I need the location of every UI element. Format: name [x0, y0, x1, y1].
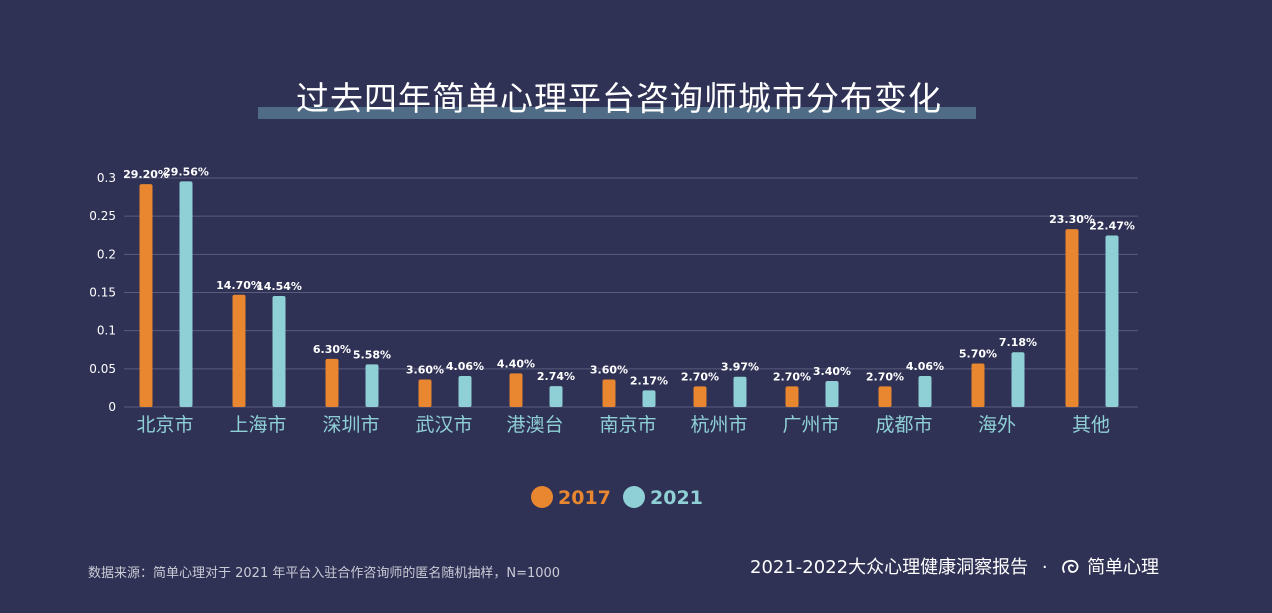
y-tick-label: 0: [108, 400, 116, 414]
data-label: 4.06%: [446, 360, 484, 373]
data-label: 29.20%: [123, 168, 169, 181]
bar-2021: [365, 364, 379, 407]
bar-2021: [825, 381, 839, 407]
data-label: 7.18%: [999, 336, 1037, 349]
data-label: 22.47%: [1089, 219, 1135, 232]
data-source-note: 数据来源：简单心理对于 2021 年平台入驻合作咨询师的匿名随机抽样，N=100…: [88, 566, 561, 581]
data-label: 14.70%: [216, 279, 262, 292]
data-label: 4.40%: [497, 357, 535, 370]
bar-2017: [139, 184, 153, 407]
data-label: 3.60%: [406, 364, 444, 377]
data-label: 23.30%: [1049, 213, 1095, 226]
data-label: 4.06%: [906, 360, 944, 373]
bar-2017: [232, 294, 246, 407]
bar-2021: [549, 386, 563, 407]
data-label: 2.74%: [537, 370, 575, 383]
x-category-label: 海外: [978, 414, 1016, 436]
report-footer: 2021-2022大众心理健康洞察报告 · 简单心理: [750, 553, 1159, 579]
y-tick-label: 0.15: [89, 286, 116, 300]
chart-title: 过去四年简单心理平台咨询师城市分布变化: [296, 79, 942, 118]
data-label: 5.70%: [959, 347, 997, 360]
y-tick-label: 0.05: [89, 362, 116, 376]
x-category-label: 深圳市: [322, 414, 379, 436]
y-tick-label: 0.2: [97, 247, 116, 261]
bar-2021: [272, 296, 286, 407]
bar-2017: [693, 386, 707, 407]
data-label: 6.30%: [313, 343, 351, 356]
data-label: 5.58%: [353, 348, 391, 361]
y-tick-label: 0.3: [97, 171, 116, 185]
bar-2017: [325, 358, 339, 407]
title-underline: [258, 107, 976, 119]
legend-marker: [531, 486, 553, 508]
x-category-label: 其他: [1072, 414, 1110, 436]
bar-2017: [602, 379, 616, 407]
legend-marker: [623, 486, 645, 508]
data-label: 14.54%: [256, 280, 302, 293]
footer-separator: ·: [1041, 557, 1048, 578]
x-category-label: 港澳台: [506, 414, 563, 436]
bar-2021: [1011, 352, 1025, 407]
report-title: 2021-2022大众心理健康洞察报告: [750, 557, 1029, 578]
bar-2017: [971, 363, 985, 407]
data-label: 2.17%: [630, 374, 668, 387]
y-tick-label: 0.25: [89, 209, 116, 223]
bar-2017: [878, 386, 892, 407]
data-label: 2.70%: [866, 370, 904, 383]
bar-2021: [458, 376, 472, 407]
x-category-label: 上海市: [229, 414, 286, 436]
data-label: 3.60%: [590, 364, 628, 377]
bar-2021: [918, 376, 932, 407]
x-category-label: 北京市: [136, 414, 193, 436]
bar-2017: [1065, 229, 1079, 407]
brand-name: 简单心理: [1087, 557, 1160, 578]
x-category-label: 成都市: [875, 414, 932, 436]
x-category-label: 杭州市: [690, 414, 747, 436]
brand-logo-icon: [1062, 559, 1079, 573]
bar-2021: [179, 181, 193, 407]
data-label: 2.70%: [773, 370, 811, 383]
bar-2021: [1105, 235, 1119, 407]
data-label: 2.70%: [681, 370, 719, 383]
bar-2017: [509, 373, 523, 407]
bar-2017: [418, 379, 432, 407]
bar-2017: [785, 386, 799, 407]
y-tick-label: 0.1: [97, 324, 116, 338]
data-label: 3.40%: [813, 365, 851, 378]
bar-2021: [733, 376, 747, 407]
x-category-label: 广州市: [782, 414, 839, 436]
x-category-label: 南京市: [599, 414, 656, 436]
x-category-label: 武汉市: [415, 414, 472, 436]
data-label: 3.97%: [721, 361, 759, 374]
bar-2021: [642, 390, 656, 407]
data-label: 29.56%: [163, 165, 209, 178]
legend-label: 2021: [650, 487, 703, 509]
legend-label: 2017: [558, 487, 611, 509]
